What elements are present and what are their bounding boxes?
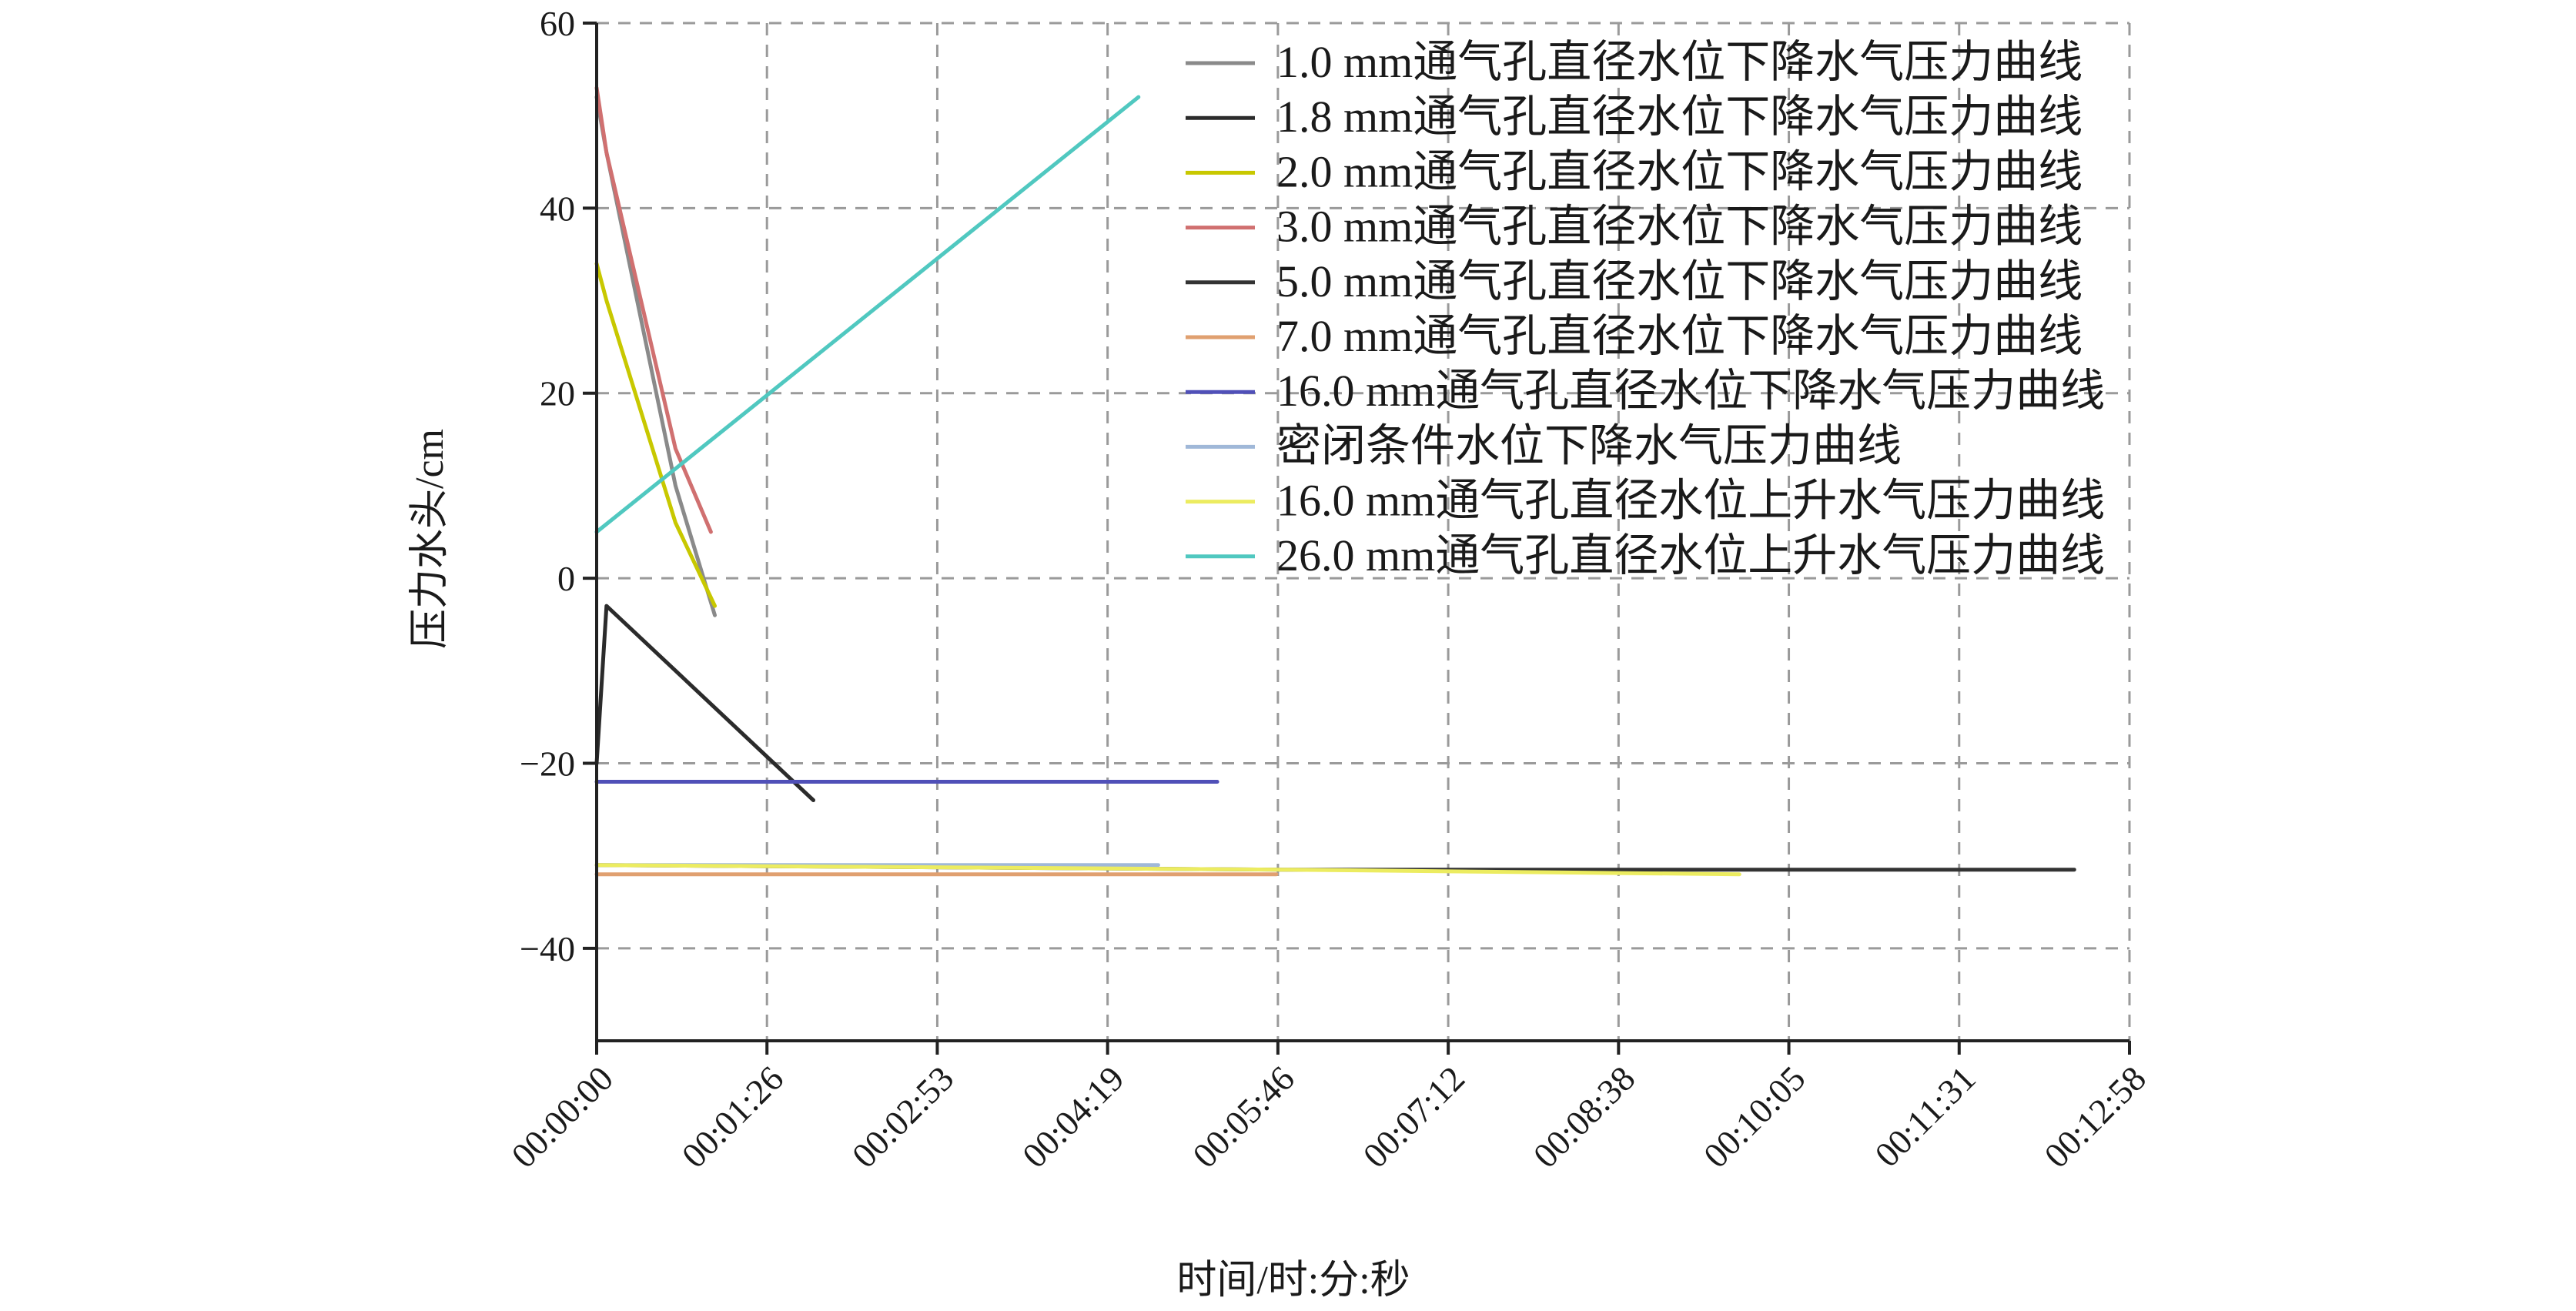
series-line-9	[594, 95, 1141, 534]
legend-label: 16.0 mm通气孔直径水位下降水气压力曲线	[1276, 366, 2105, 416]
y-tick-label: −40	[520, 929, 575, 968]
legend-label: 7.0 mm通气孔直径水位下降水气压力曲线	[1276, 311, 2083, 361]
axes	[583, 22, 2131, 1055]
x-tick-label: 00:11:31	[1867, 1058, 1983, 1175]
legend-label: 5.0 mm通气孔直径水位下降水气压力曲线	[1276, 256, 2083, 306]
data-series	[594, 85, 2076, 877]
legend-label: 2.0 mm通气孔直径水位下降水气压力曲线	[1276, 146, 2083, 196]
legend-label: 密闭条件水位下降水气压力曲线	[1276, 420, 1902, 470]
x-tick-label: 00:07:12	[1355, 1058, 1472, 1176]
y-tick-label: 20	[540, 374, 575, 413]
x-tick-label: 00:12:58	[2036, 1058, 2153, 1176]
legend-label: 16.0 mm通气孔直径水位上升水气压力曲线	[1276, 476, 2105, 526]
x-tick-label: 00:02:53	[845, 1058, 962, 1176]
x-tick-label: 00:10:05	[1696, 1058, 1813, 1176]
x-tick-label: 00:01:26	[674, 1058, 791, 1176]
legend-label: 1.0 mm通气孔直径水位下降水气压力曲线	[1276, 37, 2083, 87]
legend-label: 3.0 mm通气孔直径水位下降水气压力曲线	[1276, 202, 2083, 252]
y-tick-label: 40	[540, 189, 575, 228]
y-tick-label: −20	[520, 744, 575, 783]
y-tick-labels: 60 40 20 0 −20 −40	[520, 4, 575, 968]
series-line-2	[594, 262, 717, 608]
series-line-8	[594, 863, 1741, 877]
x-tick-label: 00:00:00	[503, 1058, 621, 1176]
x-tick-label: 00:05:46	[1185, 1058, 1302, 1176]
series-line-1	[594, 604, 815, 802]
y-tick-label: 60	[540, 4, 575, 43]
series-line-3	[594, 85, 713, 534]
x-axis-title: 时间/时:分:秒	[1176, 1259, 1410, 1303]
x-tick-label: 00:08:38	[1526, 1058, 1643, 1176]
x-tick-labels: 00:00:00 00:01:26 00:02:53 00:04:19 00:05:46…	[503, 1058, 2153, 1176]
legend-label: 26.0 mm通气孔直径水位上升水气压力曲线	[1276, 530, 2105, 580]
y-tick-label: 0	[557, 559, 575, 598]
legend-label: 1.8 mm通气孔直径水位下降水气压力曲线	[1276, 92, 2083, 142]
y-axis-title: 压力水头/cm	[408, 429, 452, 649]
x-tick-label: 00:04:19	[1015, 1058, 1132, 1176]
